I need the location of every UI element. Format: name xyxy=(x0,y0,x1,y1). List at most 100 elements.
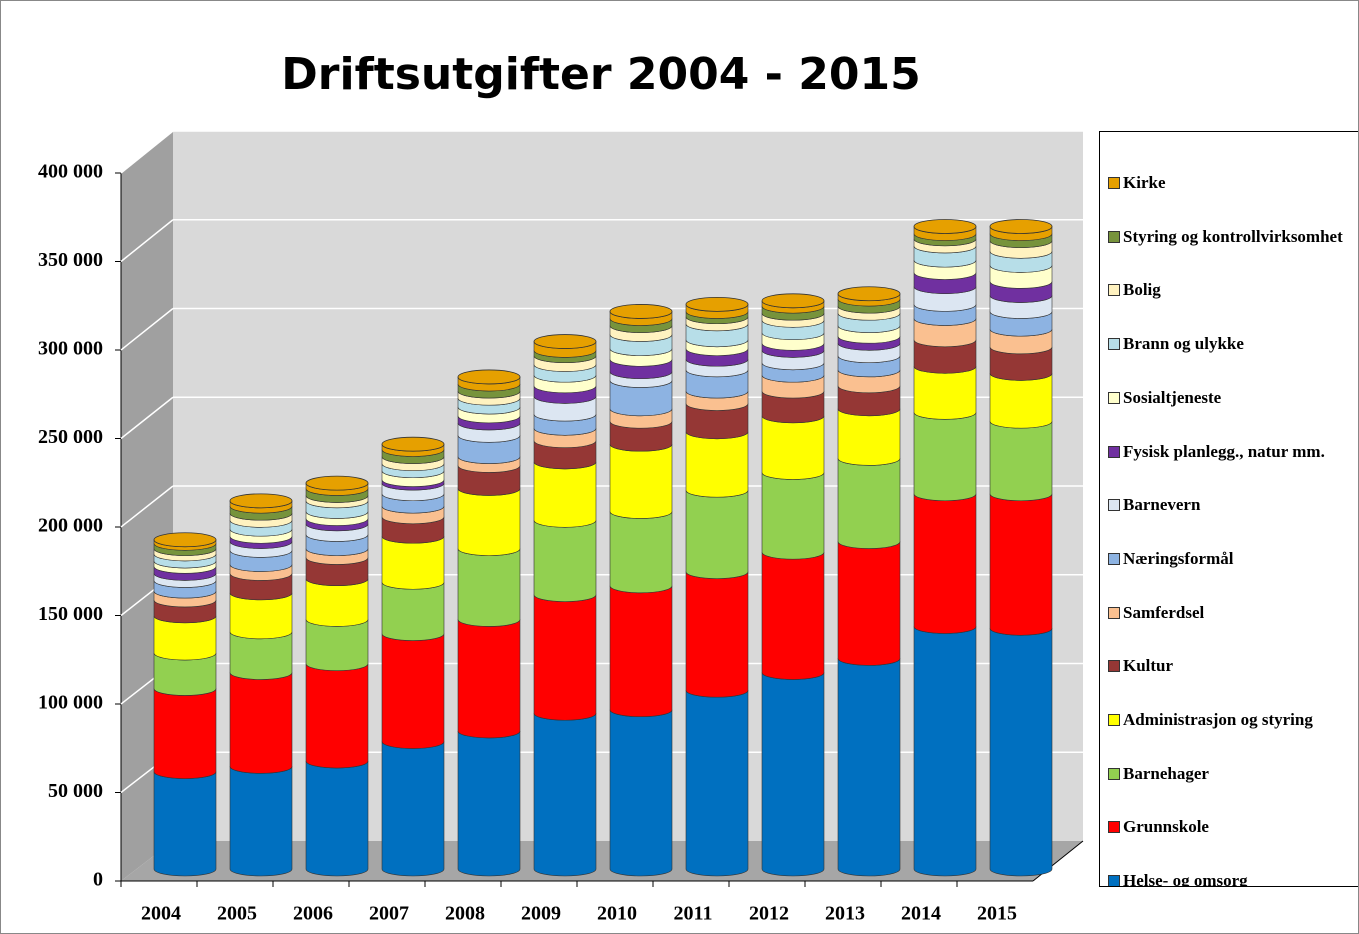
legend-swatch xyxy=(1108,660,1120,673)
x-tick-label: 2010 xyxy=(597,903,637,925)
grid-line xyxy=(120,130,174,174)
bar-segment xyxy=(533,713,597,877)
legend-item: Samferdsel xyxy=(1108,603,1348,623)
grid-line xyxy=(120,219,174,263)
bar-segment xyxy=(913,366,977,420)
bar-segment xyxy=(761,552,825,680)
bar-segment xyxy=(761,415,825,480)
chart-title: Driftsutgifter 2004 - 2015 xyxy=(281,49,920,100)
bar-segment xyxy=(305,663,369,769)
legend-item: Barnevern xyxy=(1108,495,1348,515)
bar-segment xyxy=(381,582,445,641)
x-tick-label: 2009 xyxy=(521,903,561,925)
bar-top xyxy=(305,475,369,491)
y-tick-label: 350 000 xyxy=(38,249,103,271)
legend-label: Fysisk planlegg., natur mm. xyxy=(1123,441,1325,461)
bar-segment xyxy=(685,431,749,498)
y-tick-label: 150 000 xyxy=(38,603,103,625)
y-tick-label: 250 000 xyxy=(38,426,103,448)
legend-swatch xyxy=(1108,821,1120,834)
bar-top xyxy=(153,532,217,548)
bar-segment xyxy=(685,690,749,877)
bar-segment xyxy=(837,408,901,466)
legend-item: Kultur xyxy=(1108,656,1348,676)
bar-segment xyxy=(685,571,749,698)
legend-swatch xyxy=(1108,714,1120,726)
x-tick-label: 2008 xyxy=(445,903,485,925)
legend-label: Barnevern xyxy=(1123,495,1201,515)
bar-top xyxy=(609,304,673,319)
legend-item: Administrasjon og styring xyxy=(1108,710,1348,730)
bar-top xyxy=(457,369,521,385)
grid-line xyxy=(120,485,174,528)
x-tick-label: 2011 xyxy=(674,903,713,925)
legend-label: Næringsformål xyxy=(1123,548,1234,568)
y-tick-label: 0 xyxy=(93,869,103,891)
legend-item: Helse- og omsorg xyxy=(1108,871,1348,887)
legend-label: Helse- og omsorg xyxy=(1123,871,1248,887)
bar-top xyxy=(533,334,597,349)
legend-label: Administrasjon og styring xyxy=(1123,710,1313,729)
legend-swatch xyxy=(1108,767,1120,780)
legend-label: Kultur xyxy=(1123,656,1174,676)
bar-segment xyxy=(609,585,673,717)
y-tick-label: 400 000 xyxy=(38,161,103,183)
bar-segment xyxy=(989,493,1053,636)
x-tick-label: 2004 xyxy=(141,903,181,925)
legend-label: Grunnskole xyxy=(1123,817,1209,837)
legend-swatch xyxy=(1108,338,1120,351)
bar-segment xyxy=(305,760,369,877)
legend-item: Grunnskole xyxy=(1108,817,1348,837)
bar-segment xyxy=(381,536,445,590)
bar-top xyxy=(989,219,1053,234)
bar-top xyxy=(381,436,445,452)
bar-segment xyxy=(609,444,673,519)
legend-label: Sosialtjeneste xyxy=(1123,387,1222,407)
grid-line xyxy=(120,396,174,440)
y-tick-label: 50 000 xyxy=(48,780,103,802)
bar-segment xyxy=(229,766,293,877)
y-tick-label: 100 000 xyxy=(38,692,103,714)
bar-top xyxy=(761,293,825,309)
bar-top xyxy=(913,219,977,234)
x-tick-label: 2014 xyxy=(901,903,941,925)
bar-segment xyxy=(685,490,749,579)
legend: Kirke Styring og kontrollvirksomhet Bolig B… xyxy=(1099,131,1358,887)
bar-segment xyxy=(457,548,521,627)
y-tick-label: 300 000 xyxy=(38,338,103,360)
bar-segment xyxy=(609,709,673,877)
legend-item: Næringsformål xyxy=(1108,549,1348,569)
legend-item: Bolig xyxy=(1108,280,1348,300)
legend-item: Brann og ulykke xyxy=(1108,334,1348,354)
bar-segment xyxy=(153,688,217,779)
bar-segment xyxy=(989,373,1053,429)
x-tick-label: 2005 xyxy=(217,903,257,925)
legend-swatch xyxy=(1108,552,1120,565)
bar-segment xyxy=(837,458,901,549)
legend-swatch xyxy=(1108,445,1120,458)
legend-swatch xyxy=(1108,177,1120,189)
legend-label: Styring og kontrollvirksomhet xyxy=(1123,226,1343,246)
legend-label: Barnehager xyxy=(1123,763,1209,783)
bar-segment xyxy=(837,541,901,666)
x-tick-label: 2015 xyxy=(977,903,1017,925)
bar-segment xyxy=(305,619,369,671)
bar-segment xyxy=(153,771,217,877)
bar-segment xyxy=(381,741,445,877)
bar-segment xyxy=(761,672,825,877)
x-tick-label: 2007 xyxy=(369,903,409,925)
legend-swatch xyxy=(1108,499,1120,512)
bar-segment xyxy=(989,421,1053,502)
bar-top xyxy=(837,286,901,302)
legend-label: Bolig xyxy=(1123,280,1161,300)
legend-swatch xyxy=(1108,230,1120,243)
bar-segment xyxy=(837,658,901,877)
legend-item: Styring og kontrollvirksomhet xyxy=(1108,227,1348,247)
legend-swatch xyxy=(1108,284,1120,297)
x-tick-label: 2012 xyxy=(749,903,789,925)
legend-item: Kirke xyxy=(1108,173,1348,193)
bar-segment xyxy=(913,626,977,877)
bar-segment xyxy=(913,412,977,502)
